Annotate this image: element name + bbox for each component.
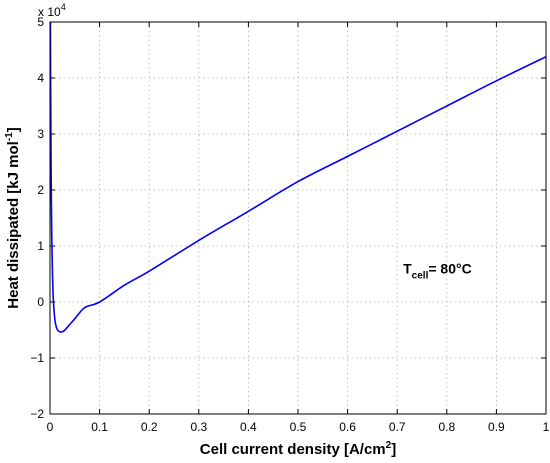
x-tick-label: 0.7	[389, 420, 406, 434]
y-tick-label: 5	[37, 15, 44, 29]
x-tick-label: 0.8	[438, 420, 455, 434]
x-tick-label: 0	[47, 420, 54, 434]
temperature-annotation: Tcell= 80°C	[403, 260, 472, 281]
x-tick-label: 0.2	[141, 420, 158, 434]
x-tick-label: 0.5	[290, 420, 307, 434]
y-axis-multiplier: x 104	[38, 2, 66, 19]
series-line-0	[49, 21, 547, 333]
x-tick-label: 1	[543, 420, 550, 434]
grid-lines	[50, 22, 546, 414]
x-tick-label: 0.1	[91, 420, 108, 434]
y-tick-label: 2	[37, 183, 44, 197]
plot-frame	[49, 21, 547, 415]
y-tick-label: −2	[30, 407, 44, 421]
x-tick-label: 0.9	[488, 420, 505, 434]
tick-labels: 0 0.1 0.2 0.3 0.4 0.5 0.6 0.7 0.8 0.9 1 −2 −1 0 1 2 3 4 5	[30, 15, 549, 434]
x-axis-label: Cell current density [A/cm2]	[200, 440, 396, 458]
y-tick-label: 1	[37, 239, 44, 253]
y-tick-label: −1	[30, 351, 44, 365]
x-tick-label: 0.4	[240, 420, 257, 434]
series-layer	[49, 21, 547, 333]
y-axis-label: Heat dissipated [kJ mol-1]	[4, 127, 22, 308]
y-tick-label: 4	[37, 71, 44, 85]
x-tick-label: 0.3	[190, 420, 207, 434]
y-tick-label: 3	[37, 127, 44, 141]
y-tick-label: 0	[37, 295, 44, 309]
x-tick-label: 0.6	[339, 420, 356, 434]
